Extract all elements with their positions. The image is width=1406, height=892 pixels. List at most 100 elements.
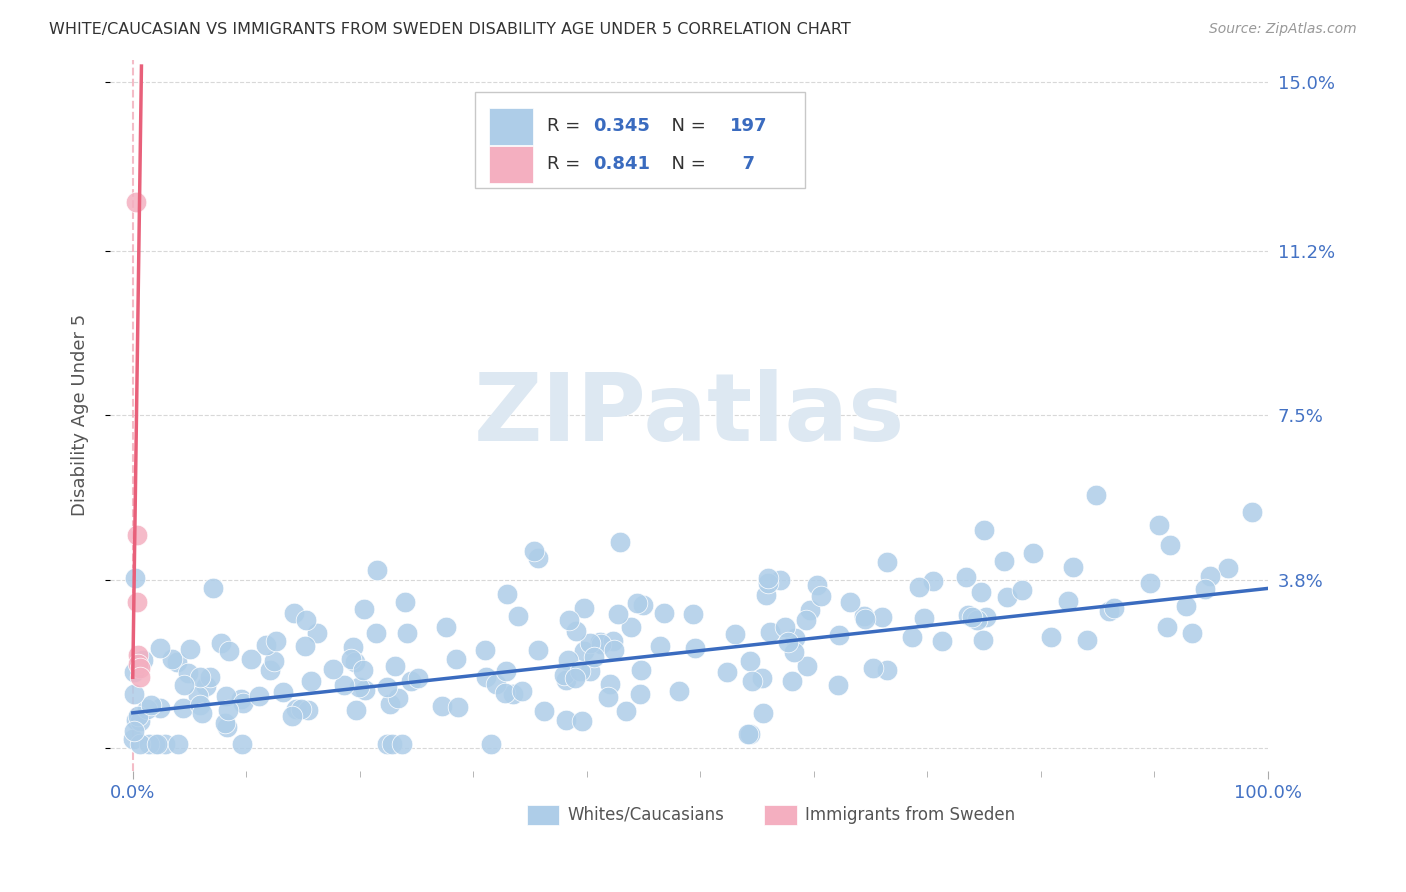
Point	[263, 654, 285, 668]
Point	[177, 665, 200, 680]
Point	[127, 709, 149, 723]
Point	[128, 714, 150, 728]
Point	[606, 607, 628, 621]
Point	[554, 713, 576, 727]
Point	[582, 650, 605, 665]
Point	[128, 737, 150, 751]
Point	[218, 644, 240, 658]
Point	[394, 594, 416, 608]
Point	[127, 528, 149, 542]
Point	[1102, 601, 1125, 615]
FancyBboxPatch shape	[765, 805, 797, 825]
Point	[1097, 604, 1119, 618]
Point	[342, 640, 364, 654]
Point	[333, 678, 356, 692]
Text: 0.345: 0.345	[593, 117, 650, 135]
Point	[589, 635, 612, 649]
Point	[768, 573, 790, 587]
Point	[976, 610, 998, 624]
Point	[122, 665, 145, 679]
Point	[285, 702, 308, 716]
Point	[756, 576, 779, 591]
Point	[783, 645, 806, 659]
Point	[474, 643, 496, 657]
Point	[172, 701, 194, 715]
Point	[364, 625, 387, 640]
Point	[149, 701, 172, 715]
Point	[1147, 518, 1170, 533]
Point	[568, 664, 591, 678]
Point	[494, 686, 516, 700]
Point	[853, 612, 876, 626]
Point	[995, 590, 1018, 604]
Point	[406, 671, 429, 685]
Point	[794, 613, 817, 627]
Point	[876, 555, 898, 569]
Point	[740, 654, 762, 668]
Text: ZIPatlas: ZIPatlas	[474, 369, 904, 461]
Point	[966, 613, 988, 627]
Point	[217, 720, 239, 734]
Point	[378, 698, 401, 712]
Point	[901, 630, 924, 644]
Point	[955, 569, 977, 583]
Point	[447, 700, 470, 714]
Point	[384, 659, 406, 673]
Point	[125, 194, 148, 209]
Point	[523, 544, 546, 558]
Point	[783, 631, 806, 645]
Point	[127, 648, 149, 662]
Point	[628, 687, 651, 701]
Point	[344, 703, 367, 717]
Point	[299, 674, 322, 689]
Point	[716, 665, 738, 679]
Point	[956, 608, 979, 623]
Point	[254, 638, 277, 652]
Point	[591, 637, 613, 651]
Point	[799, 602, 821, 616]
Point	[179, 642, 201, 657]
Point	[1022, 546, 1045, 560]
Point	[122, 723, 145, 738]
Point	[571, 714, 593, 728]
Point	[485, 676, 508, 690]
Point	[908, 580, 931, 594]
Point	[738, 727, 761, 741]
Point	[198, 670, 221, 684]
Point	[401, 674, 423, 689]
Point	[609, 535, 631, 549]
Y-axis label: Disability Age Under 5: Disability Age Under 5	[72, 314, 89, 516]
Point	[796, 659, 818, 673]
Point	[806, 578, 828, 592]
Text: 197: 197	[730, 117, 768, 135]
Point	[682, 607, 704, 622]
Point	[510, 684, 533, 698]
Point	[603, 643, 626, 657]
Point	[723, 627, 745, 641]
Point	[259, 663, 281, 677]
Point	[124, 713, 146, 727]
Point	[993, 554, 1015, 568]
Text: N =: N =	[659, 117, 711, 135]
Point	[557, 653, 579, 667]
Point	[166, 655, 188, 669]
Point	[217, 703, 239, 717]
Point	[756, 571, 779, 585]
Point	[444, 652, 467, 666]
Point	[668, 684, 690, 698]
Point	[127, 657, 149, 671]
Point	[160, 652, 183, 666]
Point	[1174, 599, 1197, 614]
Point	[773, 620, 796, 634]
Point	[153, 737, 176, 751]
Point	[190, 698, 212, 713]
Point	[215, 689, 238, 703]
Point	[1198, 569, 1220, 583]
Point	[599, 677, 621, 691]
Point	[231, 737, 253, 751]
Point	[141, 698, 163, 713]
Point	[202, 581, 225, 595]
Point	[264, 633, 287, 648]
Point	[136, 702, 159, 716]
Text: Source: ZipAtlas.com: Source: ZipAtlas.com	[1209, 22, 1357, 37]
